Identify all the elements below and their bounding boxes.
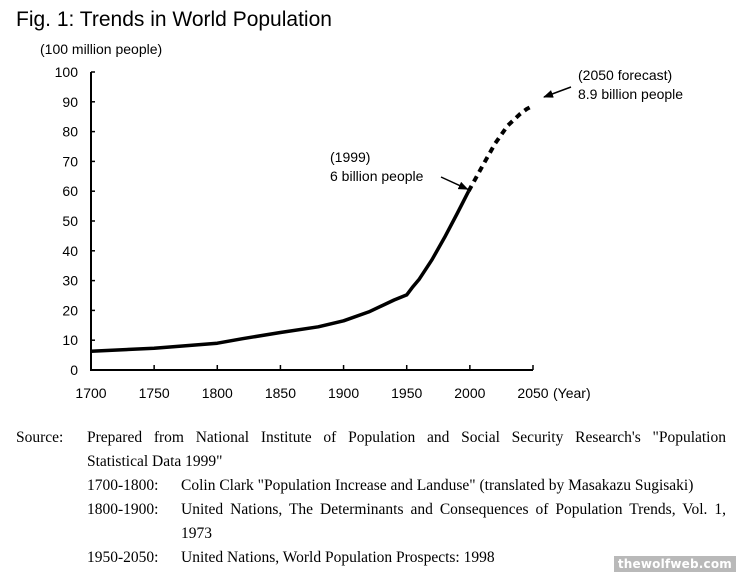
x-tick-label: 1850 bbox=[265, 385, 296, 401]
y-tick-label: 20 bbox=[62, 302, 78, 318]
y-tick-label: 50 bbox=[62, 213, 78, 229]
y-tick-label: 90 bbox=[62, 94, 78, 110]
y-tick-label: 100 bbox=[55, 64, 79, 80]
x-tick-label: 1800 bbox=[202, 385, 233, 401]
y-tick-label: 0 bbox=[70, 362, 78, 378]
population-chart: (100 million people) 0 10 20 30 40 50 60 70 80 90… bbox=[40, 41, 683, 401]
annotation-2050: (2050 forecast) 8.9 billion people bbox=[543, 67, 683, 102]
annotation-2050-line1: (2050 forecast) bbox=[578, 67, 672, 83]
source-entry-range: 1700-1800: bbox=[87, 477, 159, 494]
watermark: thewolfweb.com bbox=[613, 556, 736, 572]
source-entry-text: United Nations, World Population Prospec… bbox=[181, 549, 495, 566]
x-axis-label: (Year) bbox=[553, 385, 591, 401]
x-tick-label: 1900 bbox=[328, 385, 359, 401]
y-tick-label: 40 bbox=[62, 243, 78, 259]
annotation-1999: (1999) 6 billion people bbox=[330, 149, 469, 190]
series-line-forecast bbox=[466, 103, 534, 193]
source-entry-range: 1800-1900: bbox=[87, 501, 159, 518]
source-entry-text: United Nations, The Determinants and Con… bbox=[181, 501, 726, 518]
x-tick-label: 2050 bbox=[517, 385, 548, 401]
y-tick-label: 10 bbox=[62, 332, 78, 348]
x-tick-label: 2000 bbox=[454, 385, 485, 401]
annotation-1999-line2: 6 billion people bbox=[330, 168, 424, 184]
x-tick-label: 1950 bbox=[391, 385, 422, 401]
x-tick-label: 1750 bbox=[139, 385, 170, 401]
source-main-line2: Statistical Data 1999" bbox=[87, 453, 223, 470]
x-tick-label: 1700 bbox=[75, 385, 106, 401]
y-axis-label: (100 million people) bbox=[40, 41, 162, 57]
y-tick-label: 30 bbox=[62, 273, 78, 289]
y-tick-label: 80 bbox=[62, 124, 78, 140]
figure-title: Fig. 1: Trends in World Population bbox=[16, 8, 332, 31]
source-entry-text: Colin Clark "Population Increase and Lan… bbox=[181, 477, 694, 494]
source-main-line1: Prepared from National Institute of Popu… bbox=[87, 429, 726, 446]
source-entry-text-cont: 1973 bbox=[181, 525, 212, 542]
y-axis: 0 10 20 30 40 50 60 70 80 90 100 bbox=[55, 64, 95, 378]
source-entry-range: 1950-2050: bbox=[87, 549, 159, 566]
y-tick-label: 60 bbox=[62, 183, 78, 199]
series-line-historical bbox=[90, 190, 471, 353]
x-axis: 1700 1750 1800 1850 1900 1950 2000 2050 bbox=[75, 365, 549, 401]
y-tick-label: 70 bbox=[62, 153, 78, 169]
series-layer bbox=[90, 103, 534, 353]
annotation-1999-line1: (1999) bbox=[330, 149, 370, 165]
arrow-1999-icon bbox=[440, 176, 469, 190]
annotation-2050-line2: 8.9 billion people bbox=[578, 86, 683, 102]
source-label: Source: bbox=[16, 429, 64, 446]
arrow-2050-icon bbox=[543, 86, 572, 98]
